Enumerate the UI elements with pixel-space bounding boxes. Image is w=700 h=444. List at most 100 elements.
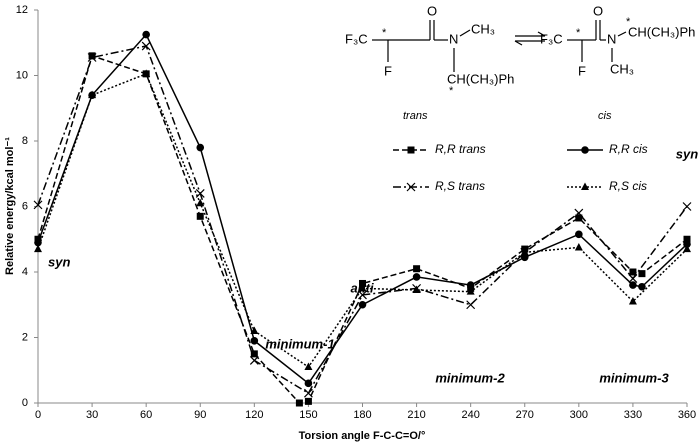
scheme-label: trans <box>403 110 428 122</box>
marker <box>304 379 313 388</box>
y-tick-label: 6 <box>22 200 28 212</box>
x-tick-label: 30 <box>86 409 98 421</box>
x-tick-label: 180 <box>353 409 371 421</box>
chem-text: CH₃ <box>610 61 634 76</box>
equilibrium-arrows <box>514 31 546 46</box>
annotation: syn <box>48 254 70 269</box>
marker <box>249 356 259 365</box>
series-line <box>37 72 688 369</box>
annotation: anti <box>350 280 374 295</box>
marker <box>466 300 476 310</box>
marker <box>638 282 646 291</box>
marker <box>142 69 151 77</box>
chem-text: O <box>593 3 603 18</box>
annotation: minimum-3 <box>599 370 669 385</box>
legend-label: R,S cis <box>609 179 647 193</box>
marker <box>574 208 584 218</box>
chem-text: F₃C <box>540 31 563 46</box>
marker <box>412 285 421 294</box>
x-tick-label: 240 <box>461 409 479 421</box>
x-tick-label: 150 <box>299 409 317 421</box>
chem-text: CH(CH₃)Ph <box>447 71 514 86</box>
x-tick-label: 210 <box>407 409 425 421</box>
chem-text: F <box>384 63 392 78</box>
legend-label: R,R cis <box>609 142 648 156</box>
annotation: syn <box>676 146 698 161</box>
marker <box>629 268 637 276</box>
marker <box>520 253 529 262</box>
marker <box>196 212 204 220</box>
marker <box>683 235 691 243</box>
arrow <box>514 40 523 46</box>
chem-text: CH(CH₃)Ph <box>628 24 695 39</box>
arrow <box>537 31 546 37</box>
x-tick-label: 360 <box>678 409 696 421</box>
x-tick-label: 270 <box>516 409 534 421</box>
marker <box>303 388 313 398</box>
scheme-label: cis <box>598 110 612 122</box>
chem-text: * <box>626 16 631 28</box>
marker <box>88 52 96 60</box>
marker <box>250 326 259 334</box>
legend-marker <box>406 182 416 192</box>
marker <box>466 281 475 289</box>
marker <box>628 274 638 283</box>
marker <box>683 244 691 253</box>
y-axis-title: Relative energy/kcal mol⁻¹ <box>4 137 16 275</box>
chem-text: O <box>427 3 437 18</box>
marker <box>358 300 367 309</box>
marker <box>628 296 637 305</box>
legend-marker <box>581 182 589 190</box>
chem-text: * <box>576 27 581 39</box>
marker <box>683 240 691 248</box>
legend-marker <box>581 146 589 154</box>
legend-label: R,R trans <box>435 142 486 156</box>
chem-text: * <box>382 27 387 39</box>
marker <box>295 399 303 407</box>
y-tick-label: 2 <box>22 331 28 343</box>
marker <box>629 281 637 289</box>
chem-text: N <box>607 31 616 46</box>
annotation: minimum-1 <box>265 336 334 351</box>
marker <box>466 287 475 295</box>
marker <box>358 283 367 292</box>
bond <box>617 31 627 37</box>
x-tick-label: 90 <box>194 409 206 421</box>
marker <box>250 336 259 345</box>
marker <box>638 270 646 278</box>
marker <box>682 202 692 211</box>
marker <box>141 41 151 51</box>
series-line <box>37 45 688 395</box>
scheme-trans: F₃C * F O N CH₃ CH(CH₃)Ph * trans <box>345 3 514 121</box>
marker <box>412 273 421 281</box>
scheme-cis: F₃C * F O N * CH(CH₃)Ph CH₃ cis <box>540 3 695 121</box>
x-tick-label: 120 <box>245 409 263 421</box>
annotation: minimum-2 <box>435 370 505 385</box>
y-tick-label: 4 <box>22 266 28 278</box>
bond <box>459 29 471 37</box>
y-tick-label: 0 <box>22 397 28 409</box>
x-tick-label: 0 <box>35 409 41 421</box>
legend-label: R,S trans <box>435 179 485 193</box>
marker <box>359 279 366 287</box>
marker <box>196 198 205 207</box>
marker <box>358 290 367 300</box>
marker <box>33 200 43 210</box>
legend-marker <box>407 146 415 154</box>
y-tick-label: 12 <box>16 4 28 16</box>
chem-text: F₃C <box>345 31 368 46</box>
marker <box>520 247 529 256</box>
series-line <box>37 33 688 385</box>
series-line <box>37 54 688 404</box>
chem-text: CH₃ <box>471 21 495 36</box>
marker <box>250 350 258 358</box>
x-axis-title: Torsion angle F-C-C=O/° <box>299 430 426 442</box>
marker <box>87 53 97 62</box>
x-tick-label: 300 <box>570 409 588 421</box>
marker <box>196 143 205 152</box>
y-tick-label: 10 <box>16 69 28 81</box>
marker <box>575 230 583 239</box>
marker <box>575 214 583 222</box>
marker <box>34 244 42 253</box>
